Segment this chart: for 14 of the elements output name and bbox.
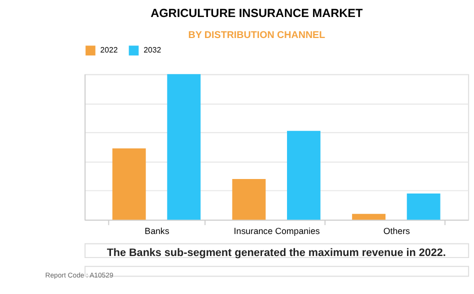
bar bbox=[232, 178, 266, 220]
legend-label: 2022 bbox=[100, 46, 118, 55]
legend-label: 2032 bbox=[144, 46, 162, 55]
bar bbox=[287, 130, 320, 220]
x-tick-label: Others bbox=[383, 226, 411, 236]
bar bbox=[167, 74, 201, 220]
bar bbox=[406, 194, 440, 220]
text: The Banks sub-segment generated the maximum revenue in 2022. bbox=[106, 247, 446, 260]
chart-title: AGRICULTURE INSURANCE MARKET bbox=[150, 6, 364, 20]
x-tick-label: Insurance Companies bbox=[234, 226, 320, 236]
bar bbox=[112, 148, 146, 220]
chart-subtitle: BY DISTRIBUTION CHANNEL bbox=[188, 30, 326, 41]
bar bbox=[352, 214, 386, 220]
x-tick-label: Banks bbox=[144, 226, 170, 236]
